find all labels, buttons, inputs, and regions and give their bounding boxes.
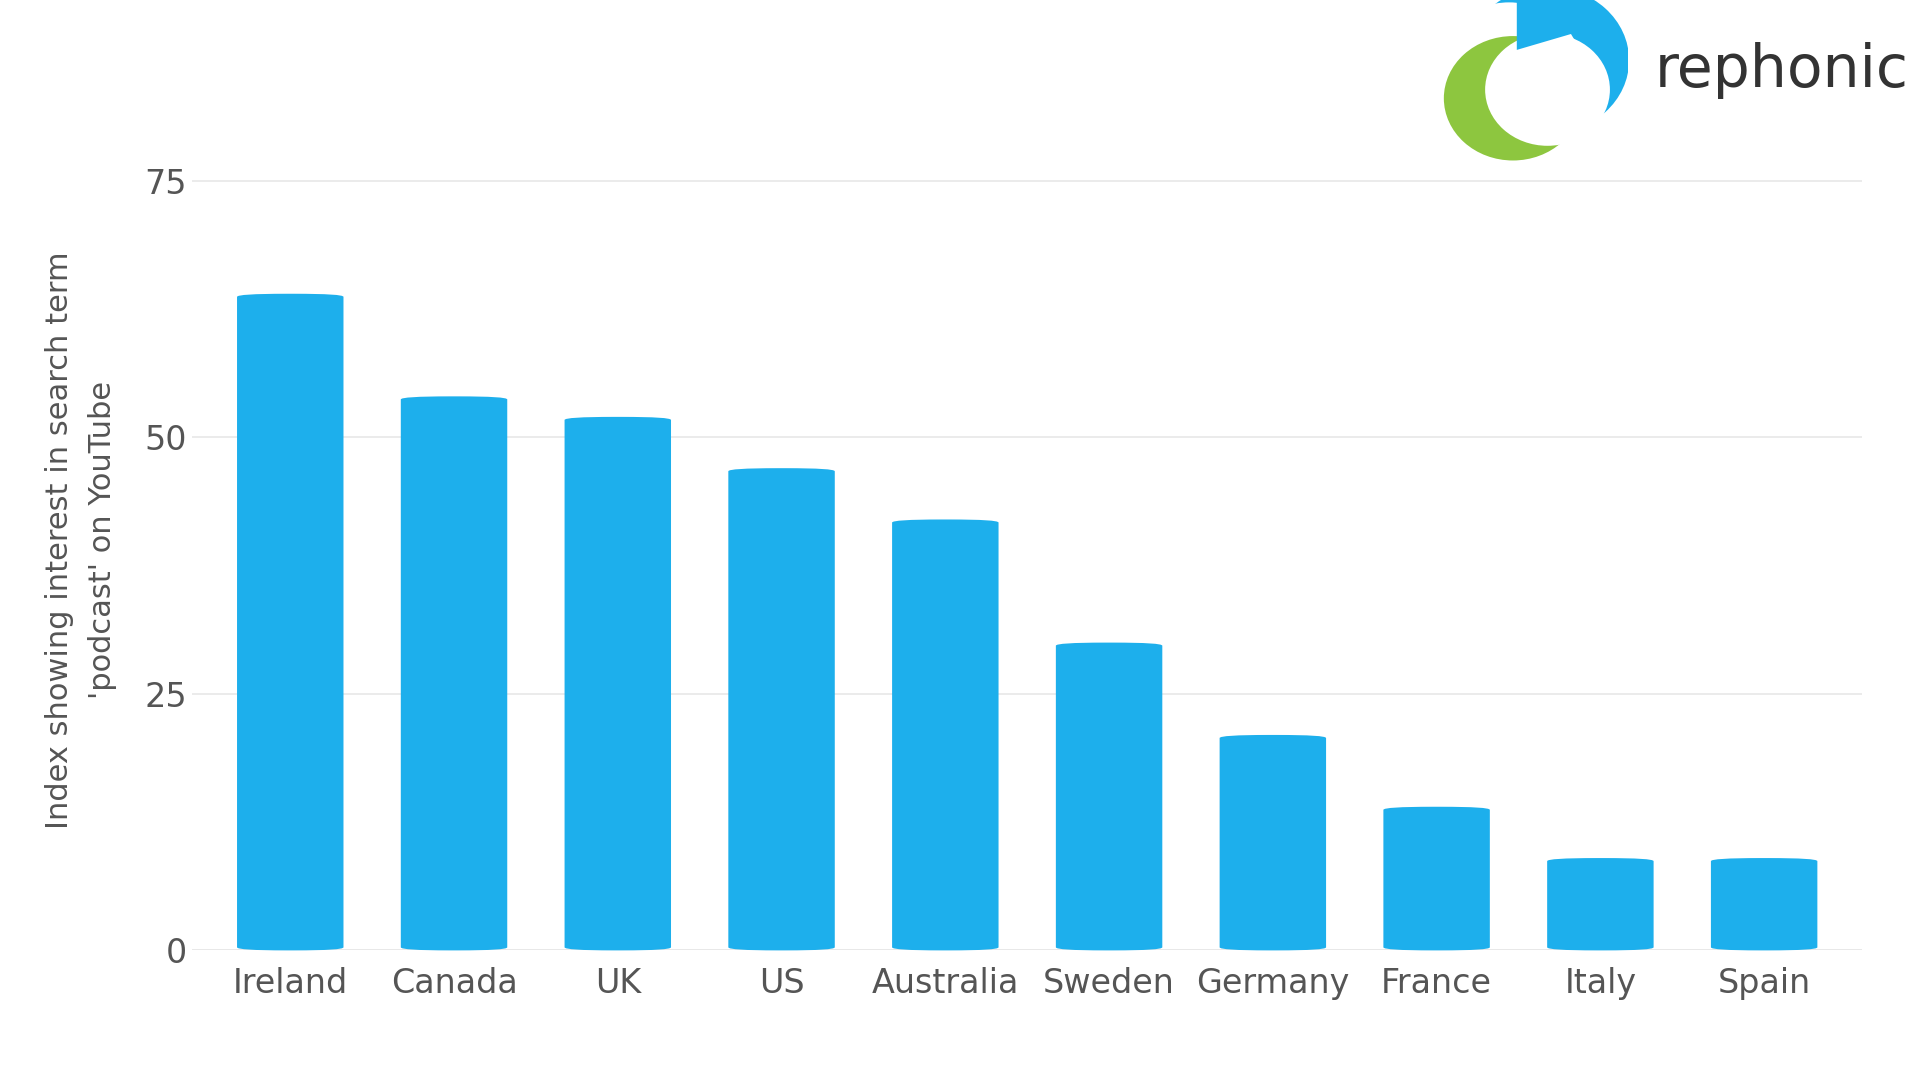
Ellipse shape bbox=[1436, 2, 1580, 132]
FancyBboxPatch shape bbox=[1711, 858, 1818, 950]
Y-axis label: Index showing interest in search term
'podcast' on YouTube: Index showing interest in search term 'p… bbox=[44, 252, 117, 828]
FancyBboxPatch shape bbox=[1384, 807, 1490, 950]
FancyBboxPatch shape bbox=[1056, 643, 1162, 950]
FancyBboxPatch shape bbox=[1548, 858, 1653, 950]
FancyBboxPatch shape bbox=[564, 417, 670, 950]
FancyBboxPatch shape bbox=[401, 396, 507, 950]
Ellipse shape bbox=[1444, 36, 1582, 161]
FancyBboxPatch shape bbox=[236, 294, 344, 950]
Text: rephonic: rephonic bbox=[1655, 42, 1908, 98]
FancyBboxPatch shape bbox=[893, 519, 998, 950]
FancyBboxPatch shape bbox=[1219, 734, 1327, 950]
Ellipse shape bbox=[1486, 33, 1609, 146]
Polygon shape bbox=[1517, 0, 1605, 50]
Ellipse shape bbox=[1467, 0, 1628, 134]
FancyBboxPatch shape bbox=[728, 469, 835, 950]
